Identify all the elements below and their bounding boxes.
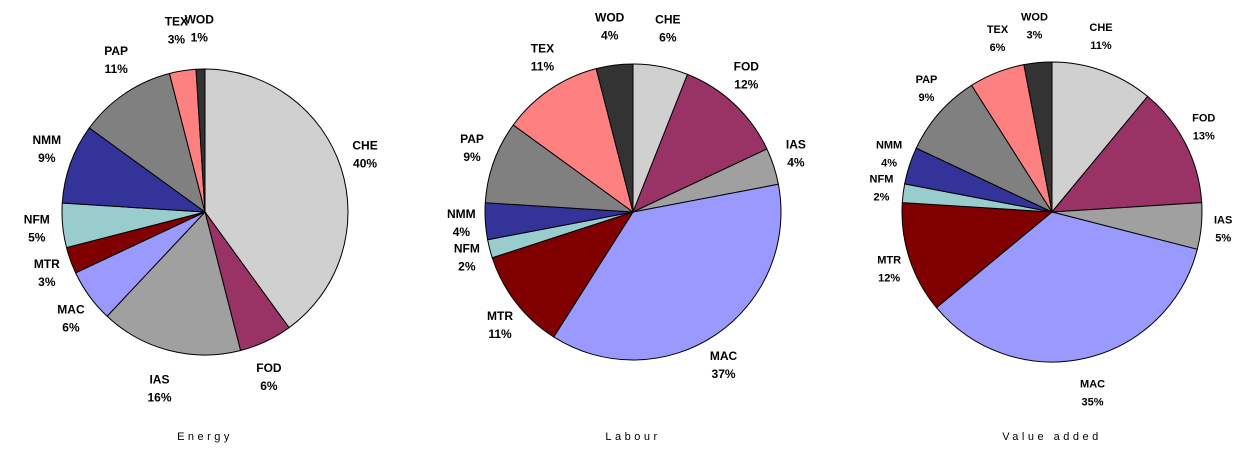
slice-value: 11% bbox=[488, 327, 512, 341]
slice-label: CHE bbox=[352, 139, 377, 153]
slice-label: MTR bbox=[877, 254, 901, 266]
pie-slice bbox=[1050, 95, 1203, 213]
slice-value: 2% bbox=[874, 192, 890, 204]
pie-slice bbox=[491, 211, 635, 338]
slice-label: PAP bbox=[104, 44, 128, 58]
slice-value: 11% bbox=[531, 59, 555, 73]
slice-value: 12% bbox=[878, 272, 900, 284]
pie-slice bbox=[512, 68, 634, 214]
slice-label: TEX bbox=[531, 41, 554, 55]
slice-value: 13% bbox=[1193, 130, 1215, 142]
pie-slice bbox=[553, 183, 782, 361]
slice-value: 4% bbox=[787, 156, 805, 170]
slice-label: MTR bbox=[34, 257, 60, 271]
pie-slice bbox=[1051, 61, 1149, 214]
slice-value: 4% bbox=[881, 157, 897, 169]
slice-label: IAS bbox=[786, 138, 806, 152]
pie-slice bbox=[88, 72, 206, 214]
slice-value: 2% bbox=[458, 259, 476, 273]
slice-value: 4% bbox=[453, 225, 471, 239]
pie-slice bbox=[595, 63, 634, 213]
slice-label: MAC bbox=[710, 349, 738, 363]
slice-label: TEX bbox=[165, 14, 188, 28]
slice-label: NMM bbox=[876, 139, 902, 151]
pie-slice bbox=[632, 73, 768, 213]
slice-label: WOD bbox=[1021, 12, 1048, 24]
slice-value: 12% bbox=[734, 78, 758, 92]
slice-value: 9% bbox=[38, 151, 56, 165]
slice-value: 5% bbox=[1215, 232, 1231, 244]
slice-value: 37% bbox=[712, 367, 736, 381]
slice-label: IAS bbox=[1214, 214, 1232, 226]
slice-value: 3% bbox=[168, 32, 186, 46]
slice-label: MTR bbox=[487, 309, 513, 323]
slice-label: CHE bbox=[655, 12, 680, 26]
chart-title: Labour bbox=[605, 431, 660, 443]
chart-title: Value added bbox=[1002, 431, 1101, 443]
pie-slice bbox=[195, 68, 206, 213]
slice-label: FOD bbox=[1192, 112, 1215, 124]
slice-value: 3% bbox=[38, 275, 56, 289]
slice-label: NMM bbox=[447, 207, 476, 221]
slice-label: PAP bbox=[916, 74, 938, 86]
slice-label: NFM bbox=[454, 241, 480, 255]
slice-label: FOD bbox=[734, 60, 760, 74]
slice-label: FOD bbox=[256, 361, 282, 375]
slice-value: 11% bbox=[104, 62, 128, 76]
slice-value: 40% bbox=[353, 157, 377, 171]
pie-slice bbox=[106, 210, 242, 356]
slice-value: 9% bbox=[919, 92, 935, 104]
slice-value: 11% bbox=[1090, 40, 1112, 52]
pie-slice bbox=[484, 124, 635, 213]
slice-value: 6% bbox=[990, 42, 1006, 54]
slice-value: 3% bbox=[1027, 30, 1043, 42]
slice-value: 6% bbox=[659, 30, 677, 44]
slice-value: 16% bbox=[147, 390, 171, 404]
slice-value: 1% bbox=[191, 30, 209, 44]
chart-title: Energy bbox=[177, 431, 233, 443]
slice-label: CHE bbox=[1089, 22, 1112, 34]
slice-label: MAC bbox=[57, 303, 85, 317]
slice-label: IAS bbox=[149, 372, 169, 386]
pie-slice bbox=[935, 211, 1198, 363]
slice-label: MAC bbox=[1080, 378, 1105, 390]
slice-label: WOD bbox=[595, 11, 625, 25]
slice-label: WOD bbox=[185, 12, 215, 26]
pie-slice bbox=[61, 127, 207, 213]
pie-slice bbox=[204, 68, 349, 329]
slice-value: 35% bbox=[1082, 396, 1104, 408]
slice-value: 6% bbox=[260, 379, 278, 393]
slice-label: NFM bbox=[24, 212, 50, 226]
slice-value: 4% bbox=[601, 29, 619, 43]
slice-label: PAP bbox=[460, 132, 484, 146]
slice-label: NFM bbox=[870, 174, 894, 186]
slice-label: TEX bbox=[987, 24, 1009, 36]
pie-slice bbox=[915, 84, 1054, 214]
slice-value: 6% bbox=[62, 321, 80, 335]
pie-slice bbox=[901, 202, 1054, 309]
slice-value: 5% bbox=[28, 230, 46, 244]
slice-value: 9% bbox=[463, 150, 481, 164]
slice-label: NMM bbox=[32, 133, 61, 147]
pie-slice bbox=[1023, 61, 1053, 213]
